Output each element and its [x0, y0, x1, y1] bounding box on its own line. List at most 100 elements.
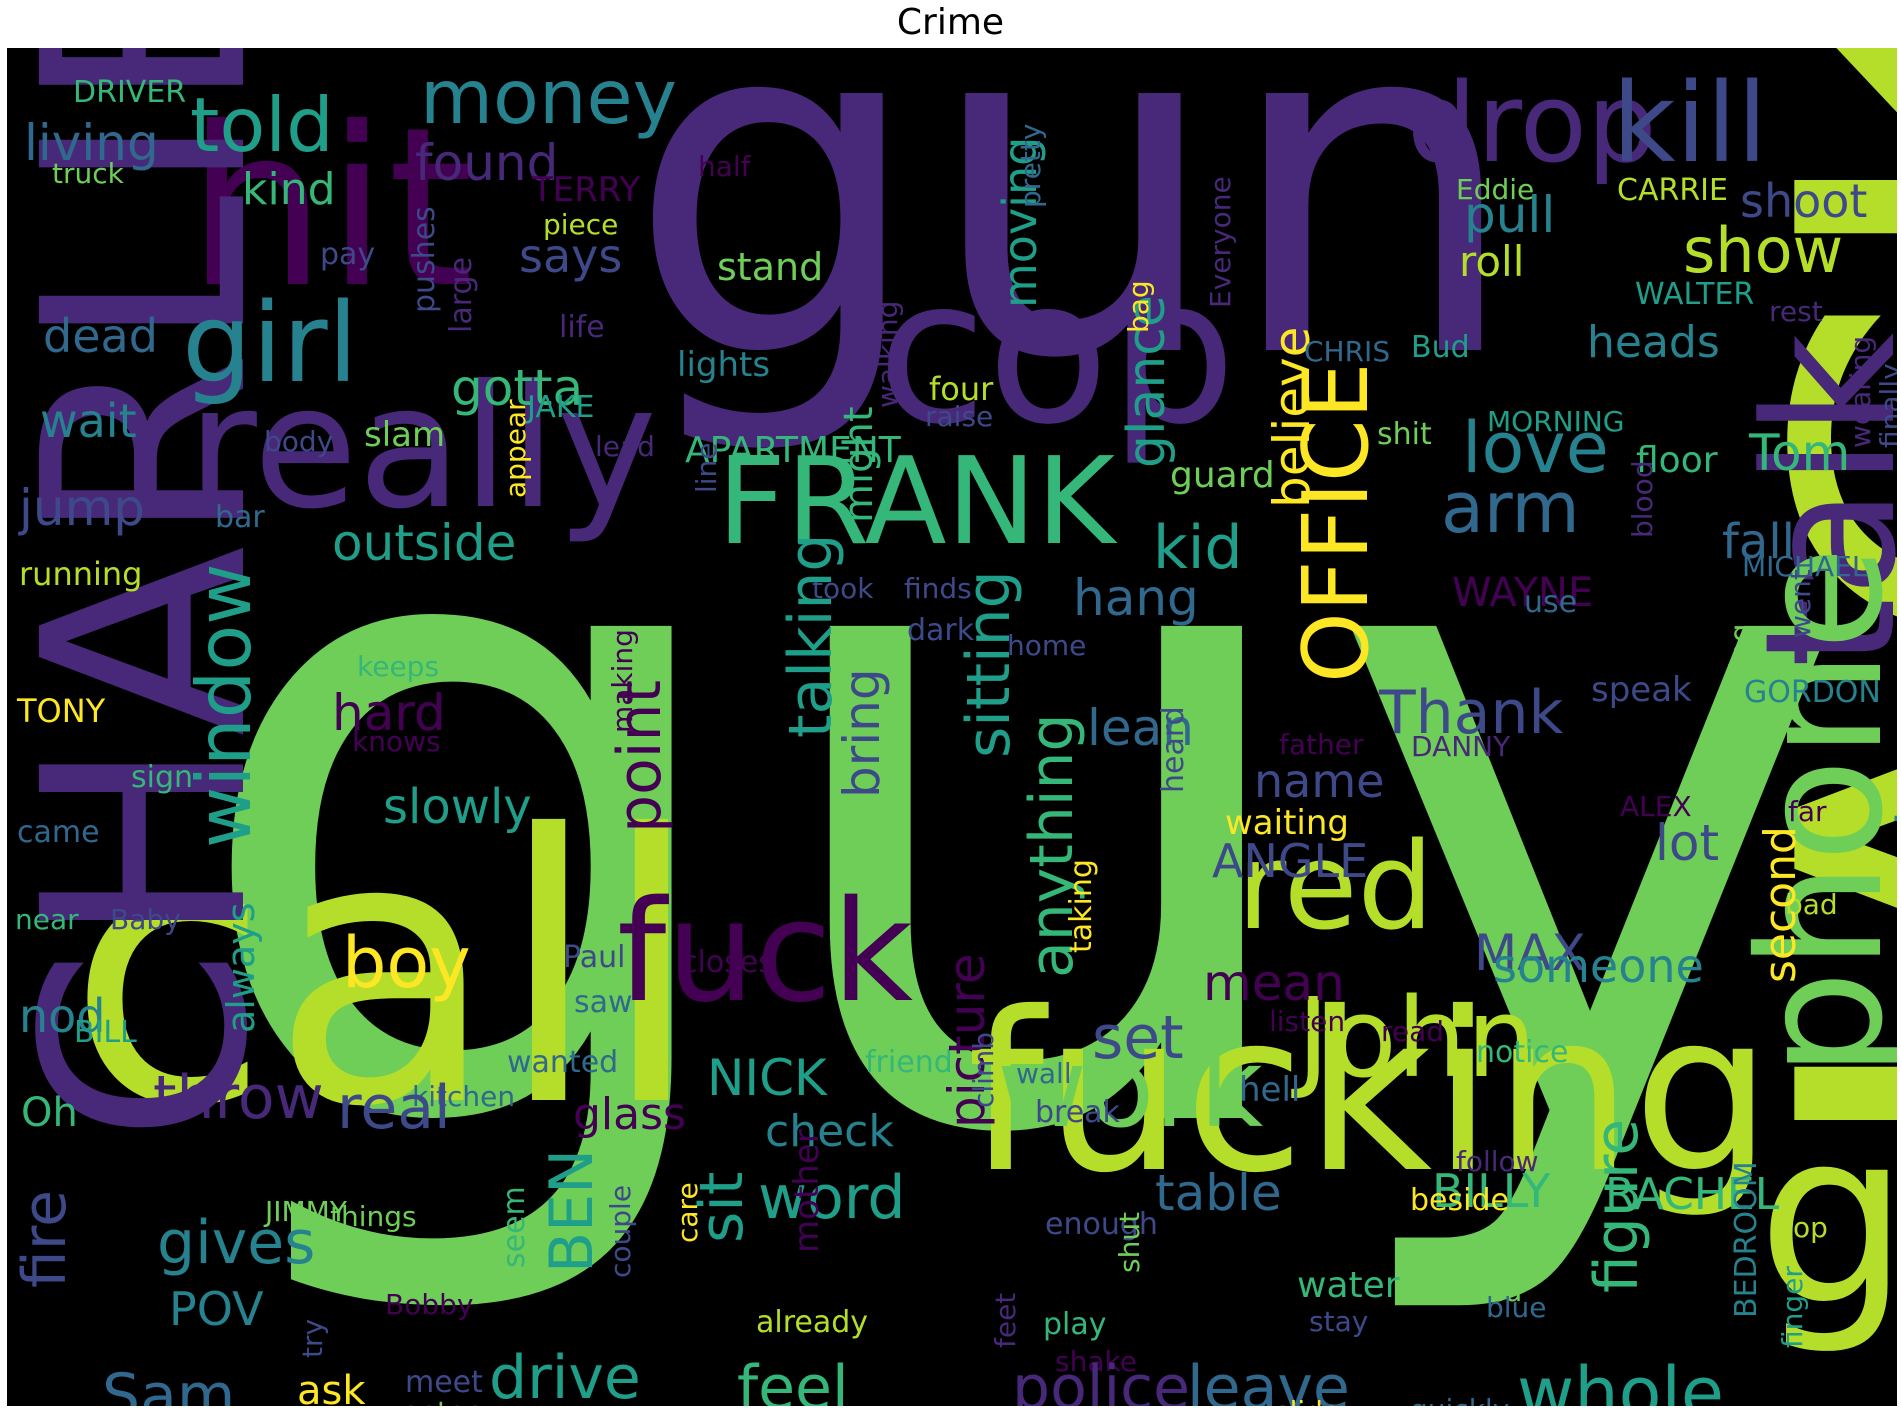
word-slowly: slowly	[383, 779, 532, 835]
word-came: came	[17, 815, 100, 850]
word-ask: ask	[297, 1368, 366, 1406]
word-piece: piece	[543, 208, 619, 241]
word-use: use	[1524, 585, 1578, 620]
word-large: large	[444, 256, 479, 333]
word-quickly: quickly	[1410, 1396, 1509, 1407]
word-fire: fire	[10, 1189, 80, 1288]
word-meet: meet	[405, 1365, 483, 1400]
word-blue: blue	[1486, 1291, 1547, 1324]
word-gun: gun	[627, 48, 1522, 461]
word-break: break	[1035, 1095, 1120, 1130]
word-body: body	[264, 425, 334, 458]
word-floor: floor	[1636, 440, 1718, 481]
word-someone: someone	[1493, 939, 1704, 993]
word-friend: friend	[865, 1045, 953, 1080]
word-shoot: shoot	[1740, 174, 1868, 228]
word-second: second	[1755, 826, 1806, 983]
word-pushes: pushes	[407, 206, 442, 313]
word-guy: guy	[182, 284, 1857, 1331]
word-knows: knows	[352, 725, 441, 758]
word-top: top	[1782, 1211, 1828, 1244]
word-nod: nod	[19, 989, 106, 1043]
word-finds: finds	[904, 572, 972, 605]
word-pull: pull	[1464, 186, 1556, 244]
word-really: really	[187, 349, 657, 547]
word-things: things	[330, 1200, 417, 1233]
word-jake: JAKE	[527, 390, 595, 425]
word-water: water	[1297, 1265, 1400, 1306]
word-drive: drive	[489, 1343, 641, 1406]
word-went: went	[1784, 569, 1817, 638]
word-love: love	[1462, 407, 1609, 489]
word-apartment: APARTMENT	[685, 430, 901, 471]
word-seem: seem	[497, 1186, 532, 1268]
word-gives: gives	[157, 1208, 316, 1278]
word-oh: Oh	[21, 1090, 78, 1136]
word-michael: MICHAEL	[1742, 550, 1868, 583]
word-police: police	[1012, 1353, 1191, 1406]
word-window: window	[180, 563, 268, 848]
word-paul: Paul	[563, 940, 626, 975]
word-wearing: wearing	[1844, 335, 1877, 448]
word-call: call	[67, 758, 703, 1188]
word-baby: Baby	[110, 903, 181, 936]
word-word: word	[758, 1163, 906, 1233]
word-line: line	[690, 442, 723, 493]
word-g: g	[1757, 1078, 1897, 1358]
word-care: care	[671, 1182, 704, 1243]
word-sam: Sam	[102, 1361, 236, 1406]
word-hard: hard	[332, 684, 446, 742]
word-four: four	[929, 370, 994, 408]
word-max: MAX	[1474, 924, 1586, 982]
word-finger: finger	[1776, 1266, 1809, 1348]
word-read: read	[1381, 1015, 1445, 1048]
word-eddie: Eddie	[1456, 173, 1535, 206]
word-cloud: guy gun call JACK fucking hit CHARLIE cop really…	[7, 48, 1897, 1406]
word-truck: truck	[52, 157, 124, 190]
word-home: home	[1007, 629, 1087, 662]
word-enough: enough	[1045, 1207, 1158, 1242]
word-bobby: Bobby	[385, 1288, 474, 1321]
word-listen: listen	[1269, 1005, 1346, 1038]
word-outside: outside	[332, 514, 517, 572]
word-heads: heads	[1587, 317, 1720, 368]
word-john: John	[1297, 974, 1537, 1102]
word-talking: talking	[776, 533, 846, 739]
word-couple: couple	[604, 1184, 637, 1278]
word-driver: DRIVER	[73, 75, 187, 110]
word-mean: mean	[1203, 954, 1345, 1012]
word-feet: feet	[989, 1292, 1022, 1348]
word-far: far	[1788, 795, 1827, 828]
word-told: told	[190, 81, 334, 169]
word-hit: hit	[187, 80, 474, 336]
word-dark: dark	[907, 613, 975, 648]
word-bedroom: BEDROOM	[1729, 1161, 1764, 1318]
word-mother: mother	[787, 1129, 827, 1253]
word-raise: raise	[925, 400, 994, 433]
word-bring: bring	[833, 668, 891, 798]
word-climb: climb	[967, 1031, 1000, 1108]
word-morning: MORNING	[1487, 405, 1625, 438]
word-slam: slam	[364, 415, 446, 455]
word-shut: shut	[1113, 1211, 1146, 1273]
word-billy: BILLY	[1432, 1164, 1551, 1218]
word-lean: lean	[1087, 699, 1194, 757]
word-wait: wait	[40, 394, 137, 448]
word-appear: appear	[499, 399, 532, 498]
word-bar: bar	[215, 500, 265, 535]
word-notice: notice	[1476, 1035, 1569, 1070]
word-bad: bad	[1785, 888, 1838, 921]
word-wall: wall	[1016, 1057, 1072, 1090]
word-check: check	[765, 1106, 894, 1157]
word-tony: TONY	[17, 692, 106, 730]
word-figure: figure	[1582, 1118, 1652, 1293]
word-living: living	[24, 114, 159, 172]
word-pov: POV	[169, 1282, 264, 1336]
word-money: money	[420, 53, 678, 141]
word-leave: leave	[1187, 1353, 1350, 1406]
word-kitchen: kitchen	[412, 1080, 516, 1113]
word-kill: kill	[1612, 59, 1768, 187]
word-girl: girl	[182, 279, 359, 407]
word-guard: guard	[1170, 455, 1275, 496]
word-kind: kind	[242, 164, 336, 215]
